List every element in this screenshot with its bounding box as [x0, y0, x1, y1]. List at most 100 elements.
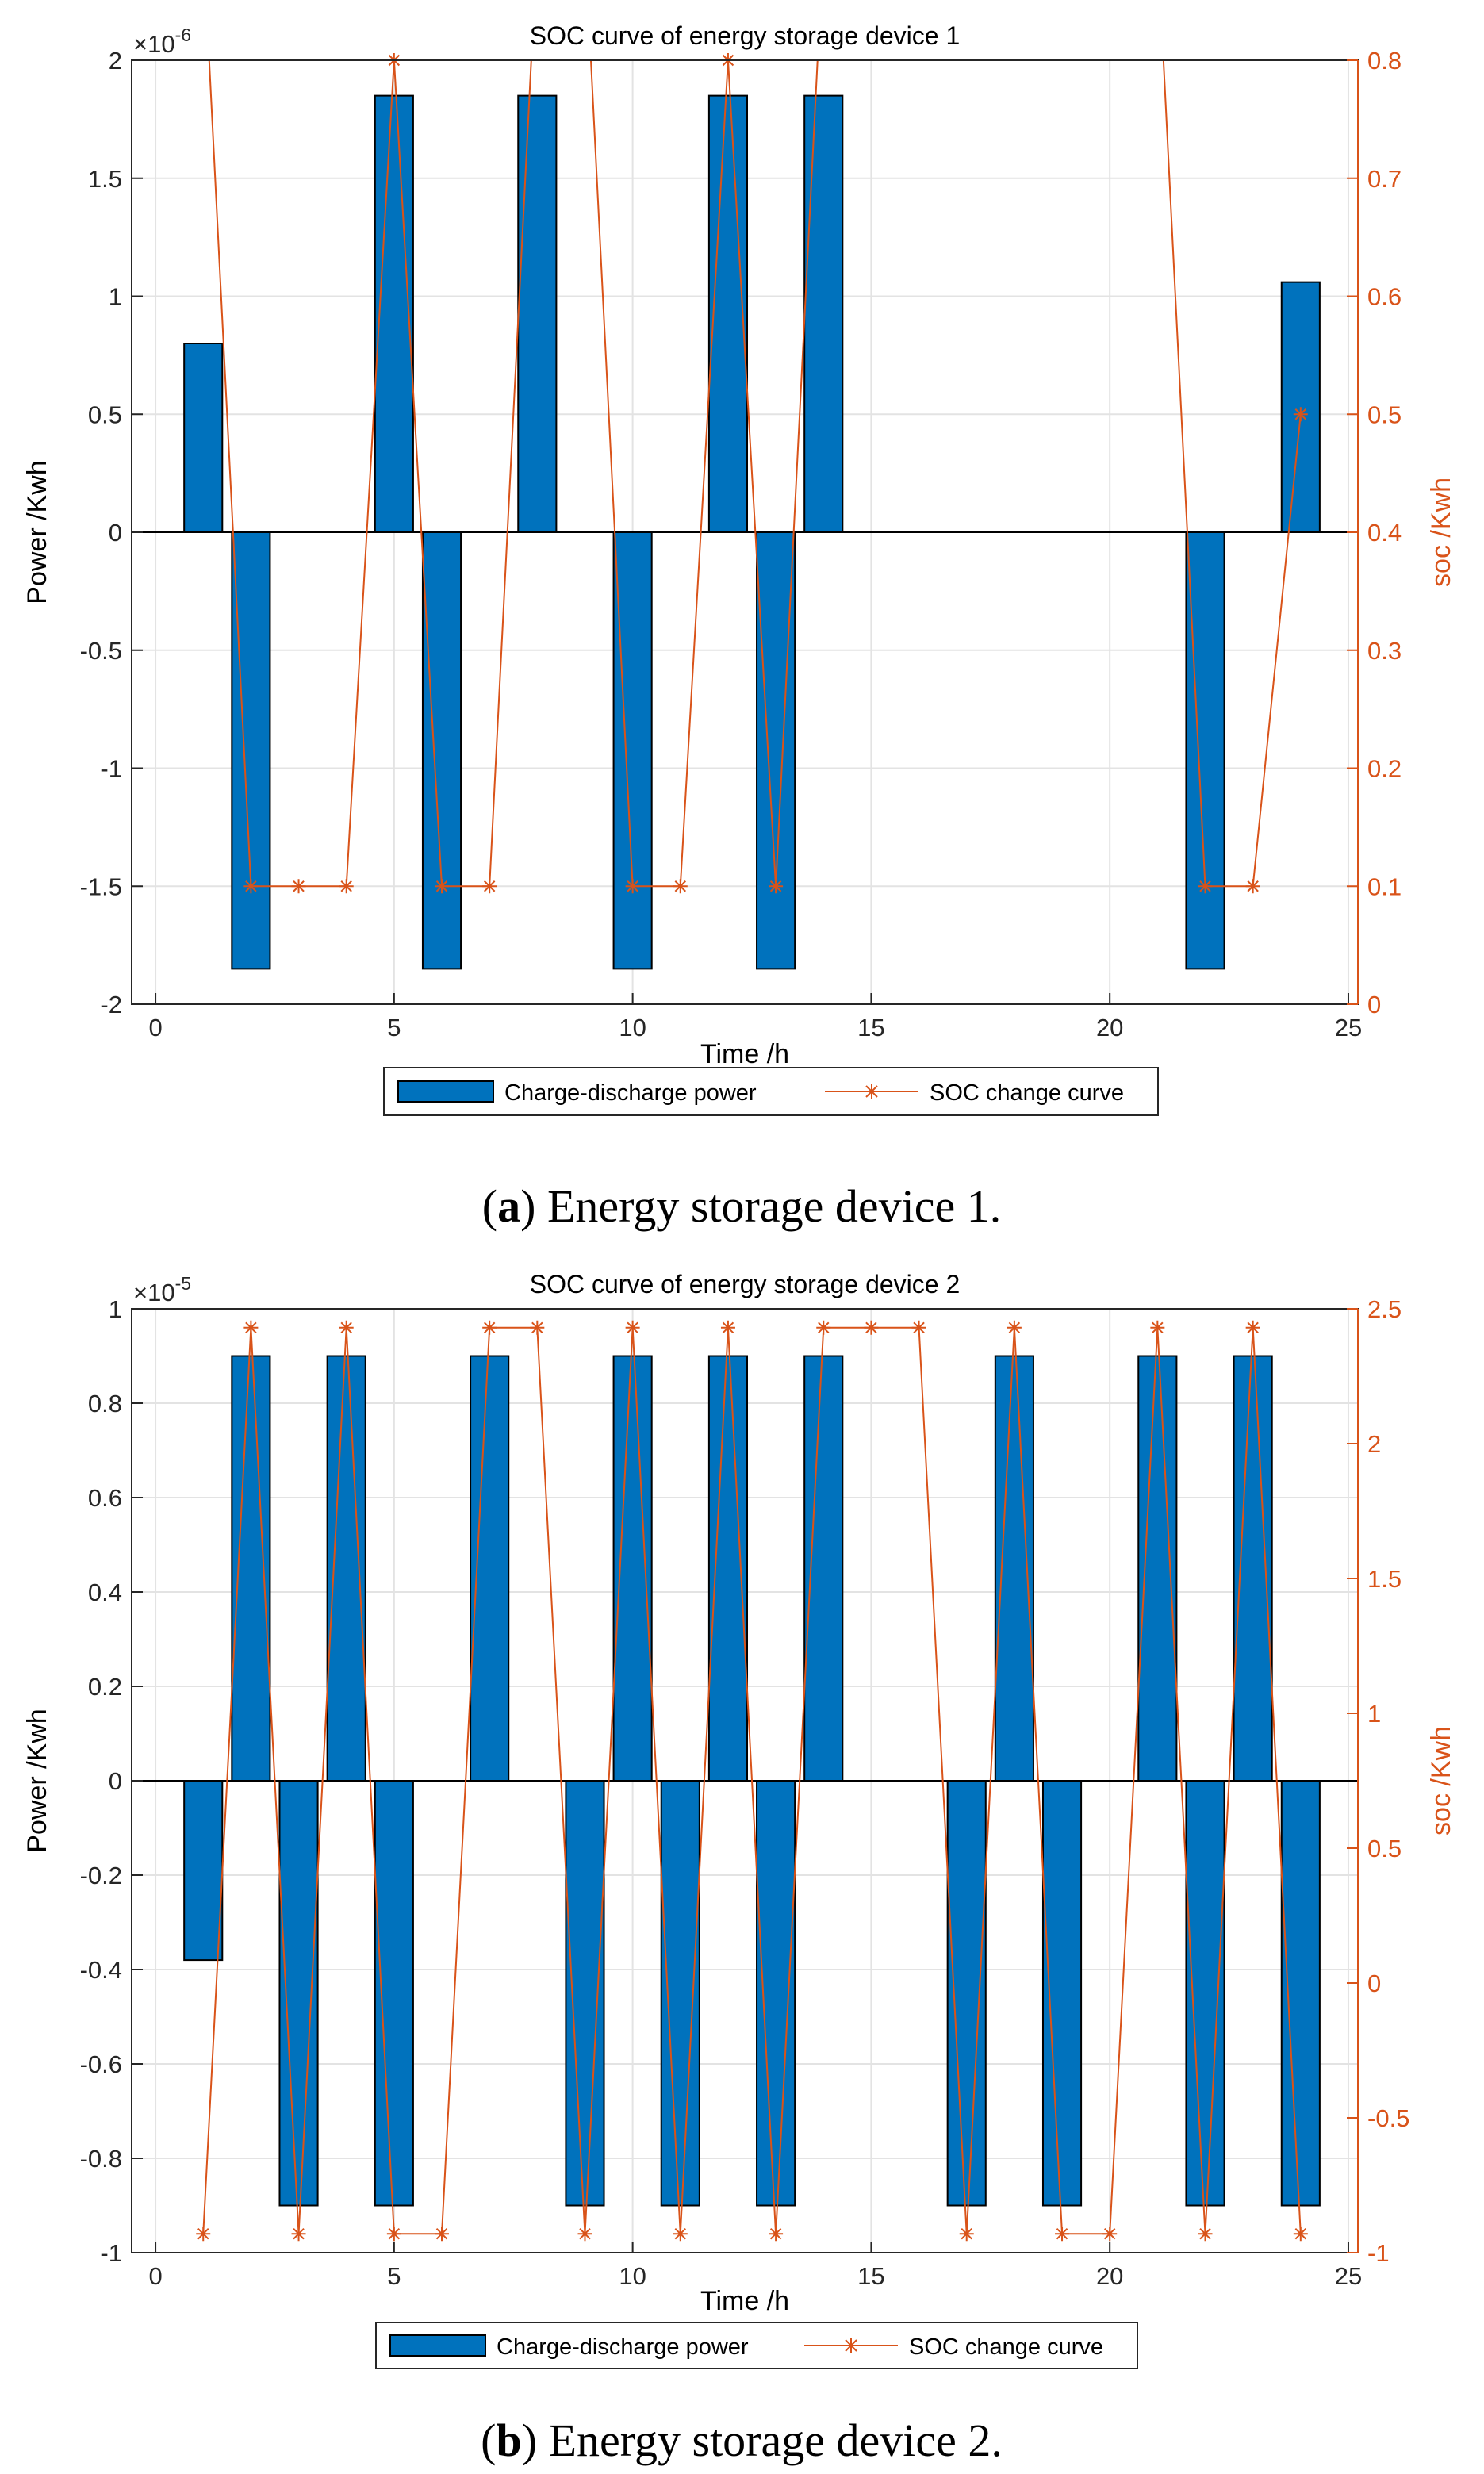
bar-t14 — [803, 94, 844, 533]
x-tick-label-0: 0 — [148, 1014, 162, 1041]
y-tick-label-1: -1.5 — [80, 873, 122, 900]
bar-t1 — [183, 343, 224, 533]
y-tick-label-4: -0.2 — [80, 1862, 122, 1889]
x-tick-labels-2: 0 5 10 15 20 25 — [148, 2242, 1362, 2290]
soc-point-t16 — [911, 1320, 926, 1335]
soc-line-series-2 — [196, 1320, 1308, 2242]
y2-tick-labels-1: 0 0.1 0.2 0.3 0.4 0.5 0.6 0.7 0.8 — [1347, 47, 1402, 1018]
soc-point-t5 — [386, 2227, 401, 2242]
y2-tick-label-7: 2.5 — [1367, 1295, 1402, 1323]
bar-t6 — [421, 531, 462, 970]
chart-title-1: SOC curve of energy storage device 1 — [530, 21, 961, 50]
soc-point-t8 — [530, 1320, 545, 1335]
y2-tick-labels-2: -1 -0.5 0 0.5 1 1.5 2 2.5 — [1347, 1295, 1409, 2267]
y2-tick-label-4: 1 — [1367, 1700, 1381, 1728]
soc-point-t23 — [1245, 1320, 1260, 1335]
y2-tick-label-8: 0.8 — [1367, 47, 1402, 75]
y-axis-label-1: Power /Kwh — [22, 460, 52, 604]
soc-point-t3 — [291, 2227, 306, 2242]
legend-label-soc-2: SOC change curve — [909, 2334, 1103, 2360]
bar-t13 — [756, 531, 796, 970]
legend-2: Charge-discharge power SOC change curve — [375, 2322, 1138, 2369]
y2-tick-label-6: 0.6 — [1367, 283, 1402, 311]
y-tick-label-2: -0.6 — [80, 2050, 122, 2078]
soc-point-t6 — [435, 879, 450, 894]
soc-point-t2 — [243, 879, 259, 894]
bar-t10 — [612, 531, 653, 970]
bar-t8 — [517, 94, 558, 533]
y2-axis-label-1: soc /Kwh — [1426, 478, 1456, 587]
soc-point-t4 — [339, 1320, 354, 1335]
soc-point-t6 — [435, 2227, 450, 2242]
x-tick-labels-1: 0 5 10 15 20 25 — [148, 993, 1362, 1041]
soc-point-t20 — [1102, 2227, 1118, 2242]
soc-point-t24 — [1293, 2227, 1308, 2242]
bar-t14 — [803, 1355, 844, 1782]
y2-tick-label-1: 0.1 — [1367, 873, 1402, 900]
x-tick-label-3: 15 — [857, 1014, 884, 1041]
bar-t5 — [374, 94, 414, 533]
y-tick-label-7: 1.5 — [88, 165, 122, 193]
y2-tick-label-3: 0.5 — [1367, 1835, 1402, 1862]
soc-point-t1 — [196, 2227, 211, 2242]
y-tick-label-9: 0.8 — [88, 1390, 122, 1417]
x-tick-label-2: 10 — [619, 2262, 646, 2290]
chart-title-2: SOC curve of energy storage device 2 — [530, 1270, 961, 1298]
soc-point-t4 — [339, 879, 354, 894]
y-tick-label-0: -2 — [100, 991, 122, 1018]
y2-tick-label-1: -0.5 — [1367, 2104, 1409, 2132]
x-tick-label-5: 25 — [1335, 1014, 1362, 1041]
y-tick-label-3: -0.4 — [80, 1956, 122, 1984]
y-tick-label-5: 0 — [109, 1767, 122, 1795]
soc-point-t3 — [291, 879, 306, 894]
caption-b: (b) Energy storage device 2. — [481, 2415, 1003, 2466]
x-axis-label-2: Time /h — [700, 2286, 789, 2316]
y2-tick-label-2: 0.2 — [1367, 755, 1402, 783]
legend-bar-swatch-1 — [397, 1080, 494, 1103]
legend-bar-swatch-2 — [389, 2334, 486, 2357]
soc-point-t24 — [1293, 407, 1308, 422]
legend-label-soc-1: SOC change curve — [930, 1080, 1124, 1106]
y2-tick-label-2: 0 — [1367, 1970, 1381, 1997]
chart-energy-storage-device-2: 0 5 10 15 20 25 -1-0.8-0.6-0.4-0.200.20.40.60… — [22, 1270, 1456, 2369]
caption-a: (a) Energy storage device 1. — [482, 1180, 1001, 1232]
x-axis-label-1: Time /h — [700, 1039, 789, 1069]
y2-tick-label-0: -1 — [1367, 2239, 1390, 2267]
y2-tick-label-5: 0.5 — [1367, 401, 1402, 428]
bar-t22 — [1185, 531, 1225, 970]
legend-1: Charge-discharge power SOC change curve — [383, 1067, 1159, 1116]
soc-point-t14 — [816, 1320, 831, 1335]
exponent-label-2: ×10-5 — [133, 1273, 191, 1306]
x-tick-label-5: 25 — [1335, 2262, 1362, 2290]
bar-t2 — [231, 531, 271, 970]
y2-tick-label-0: 0 — [1367, 991, 1381, 1018]
x-tick-label-0: 0 — [148, 2262, 162, 2290]
y-tick-label-10: 1 — [109, 1295, 122, 1323]
y-tick-label-6: 1 — [109, 283, 122, 311]
legend-star-marker-2 — [843, 2338, 859, 2353]
legend-box-1 — [383, 1067, 1159, 1116]
y-tick-label-7: 0.4 — [88, 1578, 122, 1606]
bar-t12 — [707, 94, 749, 533]
soc-line — [208, 60, 1302, 888]
y-tick-label-5: 0.5 — [88, 401, 122, 428]
exponent-label-1: ×10-6 — [133, 25, 191, 58]
soc-point-t7 — [482, 879, 497, 894]
soc-point-t10 — [625, 879, 640, 894]
y-tick-label-0: -1 — [100, 2239, 122, 2267]
bar-t1 — [183, 1780, 224, 1962]
soc-point-t13 — [769, 879, 784, 894]
y2-tick-label-3: 0.3 — [1367, 637, 1402, 665]
legend-star-marker-1 — [864, 1084, 880, 1099]
soc-point-t22 — [1198, 2227, 1213, 2242]
bar-series-1 — [183, 94, 1321, 970]
soc-point-t2 — [243, 1320, 259, 1335]
legend-label-power-1: Charge-discharge power — [504, 1080, 757, 1106]
y-axis-label-2: Power /Kwh — [22, 1709, 52, 1852]
soc-point-t19 — [1055, 2227, 1070, 2242]
y-tick-label-1: -0.8 — [80, 2145, 122, 2173]
y2-axis-label-2: soc /Kwh — [1426, 1726, 1456, 1835]
y-tick-label-8: 2 — [109, 47, 122, 75]
x-tick-label-2: 10 — [619, 1014, 646, 1041]
